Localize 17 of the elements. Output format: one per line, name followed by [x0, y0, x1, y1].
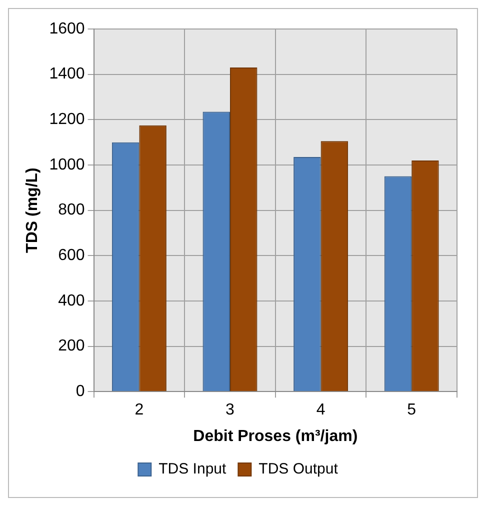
x-axis-title: Debit Proses (m³/jam) [193, 428, 358, 445]
y-tick-label: 800 [58, 202, 85, 219]
x-tick-label: 3 [226, 402, 235, 419]
y-tick-label: 1600 [49, 20, 85, 38]
y-tick-label: 1400 [49, 66, 85, 83]
y-tick-label: 400 [58, 292, 85, 310]
y-tick-label: 1000 [49, 156, 85, 174]
y-tick-label: 200 [58, 338, 85, 355]
y-tick-label: 1200 [49, 111, 85, 128]
legend-label: TDS Output [258, 460, 339, 478]
y-tick-label: 0 [76, 383, 85, 400]
y-tick-label: 600 [58, 247, 85, 264]
x-tick-label: 5 [407, 402, 416, 419]
x-tick-label: 4 [316, 402, 326, 419]
y-axis-title: TDS (mg/L) [24, 168, 42, 253]
x-tick-label: 2 [134, 402, 144, 419]
legend-label: TDS Input [158, 460, 227, 478]
